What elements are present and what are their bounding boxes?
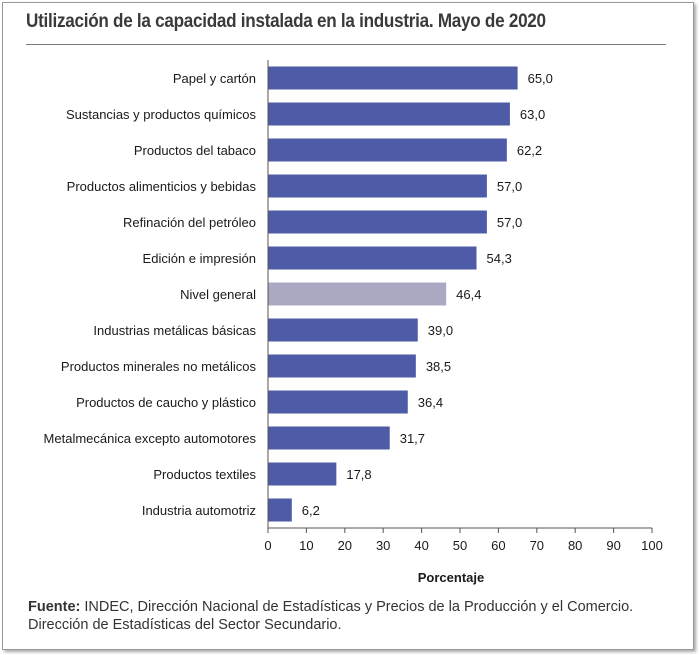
chart-title: Utilización de la capacidad instalada en… (26, 11, 546, 32)
value-label-edicion-e-impresion: 54,3 (487, 251, 512, 266)
value-label-metalmecanica-excepto-automotores: 31,7 (400, 431, 425, 446)
x-tick-label-40: 40 (414, 538, 428, 553)
value-label-productos-del-tabaco: 62,2 (517, 143, 542, 158)
bar-nivel-general (268, 282, 447, 306)
bar-edicion-e-impresion (268, 246, 477, 270)
value-label-industrias-metalicas-basicas: 39,0 (428, 323, 453, 338)
bar-productos-textiles (268, 462, 337, 486)
bar-sustancias-y-productos-quimicos (268, 102, 510, 126)
x-tick-label-10: 10 (299, 538, 313, 553)
x-axis: 0 10 20 30 40 50 60 70 80 90 100 (264, 60, 663, 553)
bar-industria-automotriz (268, 498, 292, 522)
value-label-productos-de-caucho-y-plastico: 36,4 (418, 395, 443, 410)
category-label-nivel-general: Nivel general (180, 287, 256, 302)
category-label-sustancias-y-productos-quimicos: Sustancias y productos químicos (66, 107, 257, 122)
x-tick-label-90: 90 (606, 538, 620, 553)
x-tick-label-70: 70 (530, 538, 544, 553)
x-tick-label-100: 100 (641, 538, 663, 553)
source-label: Fuente: (28, 599, 81, 615)
category-label-productos-del-tabaco: Productos del tabaco (134, 143, 256, 158)
x-tick-label-60: 60 (491, 538, 505, 553)
bar-papel-y-carton (268, 66, 518, 90)
value-labels: 65,0 63,0 62,2 57,0 57,0 54,3 46,4 39,0 38,5 36,4… (302, 71, 553, 518)
bars-group (268, 66, 518, 522)
value-label-sustancias-y-productos-quimicos: 63,0 (520, 107, 545, 122)
category-label-edicion-e-impresion: Edición e impresión (143, 251, 256, 266)
value-label-industria-automotriz: 6,2 (302, 503, 320, 518)
value-label-productos-textiles: 17,8 (346, 467, 371, 482)
value-label-nivel-general: 46,4 (456, 287, 481, 302)
category-label-productos-de-caucho-y-plastico: Productos de caucho y plástico (76, 395, 256, 410)
x-tick-label-20: 20 (338, 538, 352, 553)
value-label-papel-y-carton: 65,0 (528, 71, 553, 86)
bar-productos-alimenticios-y-bebidas (268, 174, 487, 198)
category-labels: Papel y cartón Sustancias y productos quí… (44, 71, 257, 518)
category-label-industria-automotriz: Industria automotriz (142, 503, 256, 518)
category-label-productos-alimenticios-y-bebidas: Productos alimenticios y bebidas (67, 179, 257, 194)
value-label-productos-minerales-no-metalicos: 38,5 (426, 359, 451, 374)
x-axis-title: Porcentaje (418, 570, 484, 585)
bar-productos-de-caucho-y-plastico (268, 390, 408, 414)
value-label-productos-alimenticios-y-bebidas: 57,0 (497, 179, 522, 194)
category-label-productos-minerales-no-metalicos: Productos minerales no metálicos (61, 359, 257, 374)
category-label-productos-textiles: Productos textiles (153, 467, 256, 482)
source-text: INDEC, Dirección Nacional de Estadística… (28, 599, 634, 633)
title-divider (26, 44, 666, 45)
x-tick-label-50: 50 (453, 538, 467, 553)
category-label-papel-y-carton: Papel y cartón (173, 71, 256, 86)
category-label-refinacion-del-petroleo: Refinación del petróleo (123, 215, 256, 230)
bar-refinacion-del-petroleo (268, 210, 487, 234)
bar-metalmecanica-excepto-automotores (268, 426, 390, 450)
source-note: Fuente: INDEC, Dirección Nacional de Est… (28, 598, 678, 634)
x-tick-label-30: 30 (376, 538, 390, 553)
bar-productos-minerales-no-metalicos (268, 354, 416, 378)
x-tick-label-0: 0 (264, 538, 271, 553)
category-label-industrias-metalicas-basicas: Industrias metálicas básicas (93, 323, 256, 338)
bar-industrias-metalicas-basicas (268, 318, 418, 342)
x-tick-label-80: 80 (568, 538, 582, 553)
category-label-metalmecanica-excepto-automotores: Metalmecánica excepto automotores (44, 431, 257, 446)
bar-productos-del-tabaco (268, 138, 507, 162)
bar-chart: Papel y cartón Sustancias y productos quí… (44, 60, 663, 585)
value-label-refinacion-del-petroleo: 57,0 (497, 215, 522, 230)
